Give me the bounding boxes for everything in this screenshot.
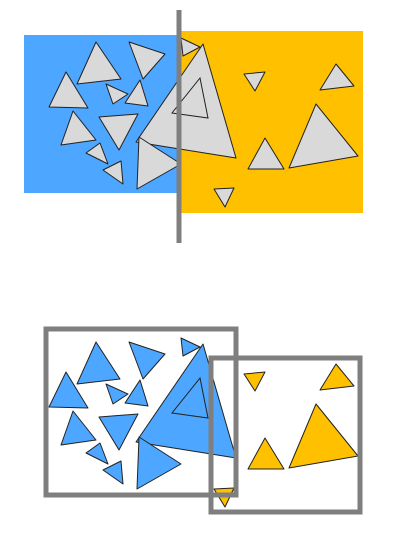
top-tri-13 [243, 71, 266, 92]
top-tri-4 [48, 71, 89, 109]
top-tri-3 [180, 37, 201, 57]
bottom-tri-15 [288, 403, 359, 469]
top-tri-11 [102, 160, 124, 185]
top-tri-5 [105, 83, 129, 105]
bottom-tri-inner-outline [171, 376, 209, 419]
bottom-blue-triangles [48, 337, 237, 490]
top-tri-2 [128, 41, 166, 80]
top-tri-1 [76, 41, 122, 85]
top-triangles [48, 37, 359, 208]
bottom-tri-5 [105, 383, 129, 405]
bottom-tri-10 [85, 442, 109, 465]
top-tri-14 [319, 63, 355, 91]
top-tri-16 [247, 137, 285, 170]
bottom-tri-1 [76, 341, 121, 385]
top-tri-10 [85, 142, 109, 165]
bottom-tri-4 [48, 371, 89, 409]
top-tri-8 [98, 113, 139, 151]
left-bounding-box [43, 326, 239, 498]
top-panel [24, 10, 363, 243]
bottom-tri-3 [180, 337, 201, 357]
bottom-tri-2 [128, 341, 166, 380]
top-tri-6 [124, 79, 149, 107]
bottom-tri-12 [136, 436, 182, 490]
bottom-tri-7 [60, 410, 97, 446]
right-bounding-box [208, 355, 363, 515]
top-tri-17 [213, 187, 235, 208]
bottom-tri-8 [98, 413, 139, 451]
bottom-tri-11 [102, 460, 124, 485]
top-tri-7 [60, 110, 97, 146]
top-tri-9 [135, 43, 237, 159]
bottom-tri-6 [124, 379, 149, 407]
bottom-tri-16 [247, 437, 285, 470]
top-tri-12 [136, 136, 182, 190]
bottom-tri-13 [243, 371, 266, 392]
bottom-panel [43, 326, 363, 515]
top-tri-15 [288, 103, 359, 169]
top-tri-inner-outline [171, 76, 209, 119]
bottom-tri-14 [319, 363, 355, 391]
